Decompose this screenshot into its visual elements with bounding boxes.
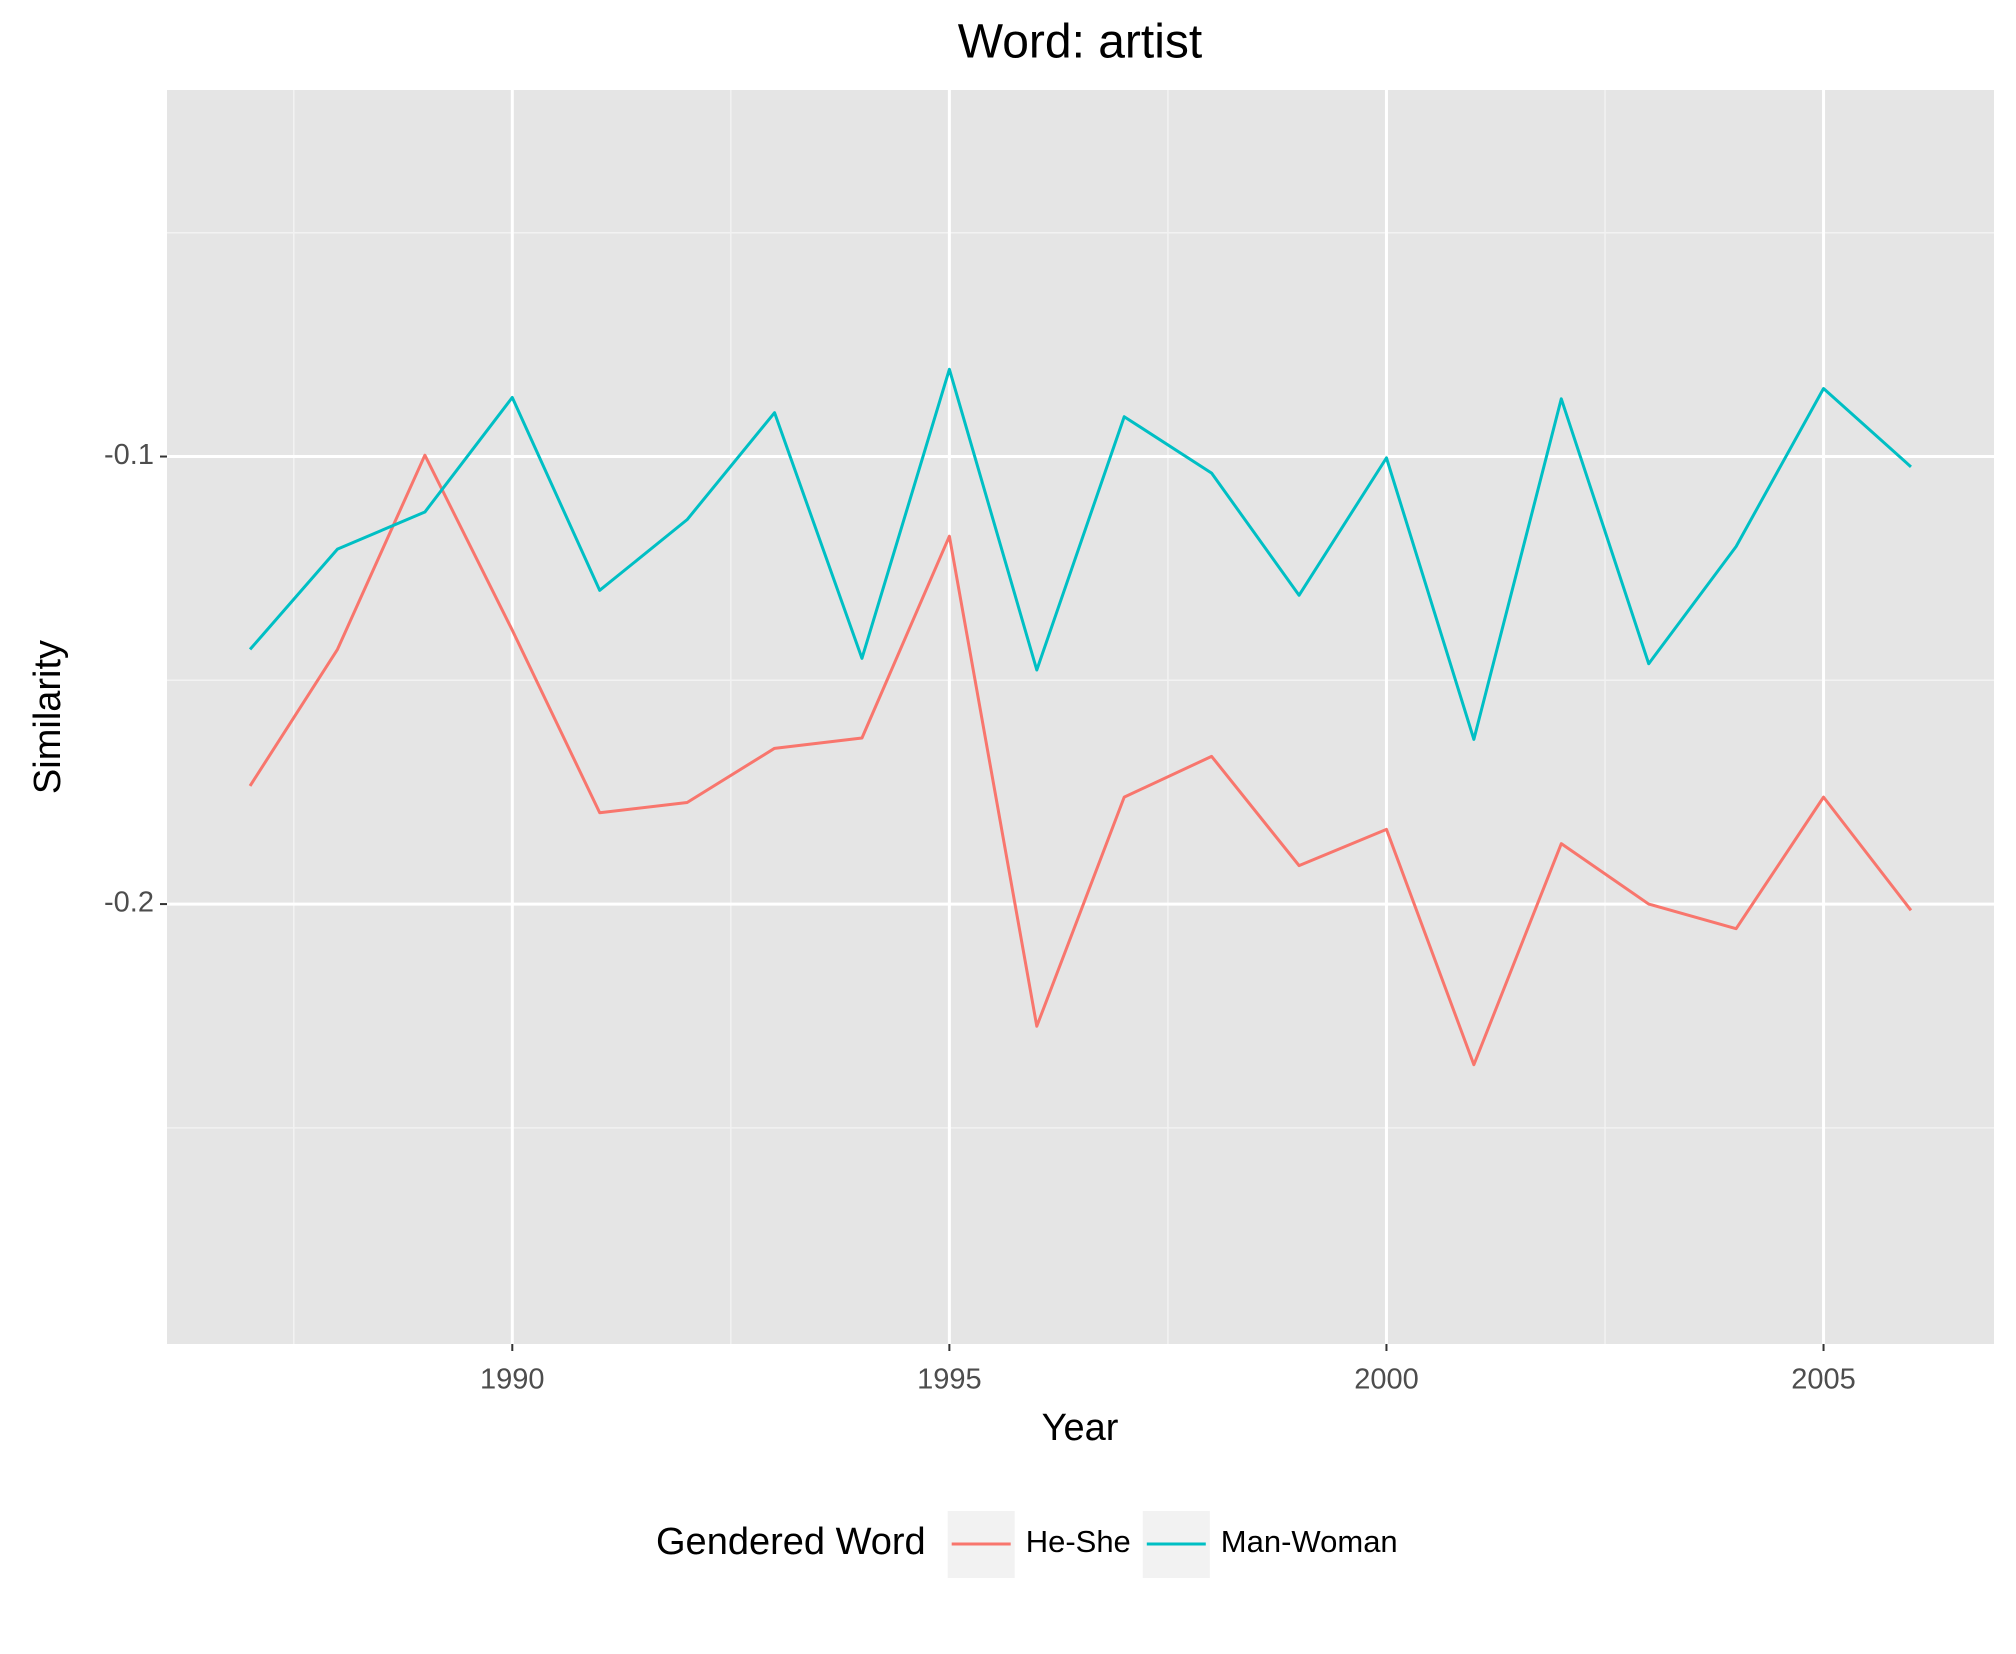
- series-line: [248, 367, 1912, 741]
- y-axis-title: Similarity: [27, 640, 69, 794]
- legend-label: Man-Woman: [1221, 1524, 1398, 1559]
- x-axis-title: Year: [1042, 1407, 1119, 1449]
- legend-label: He-She: [1026, 1524, 1131, 1559]
- y-tick-label: -0.1: [104, 439, 154, 471]
- series-line: [248, 453, 1913, 1067]
- x-tick-label: 1995: [917, 1364, 982, 1396]
- x-tick-label: 2000: [1354, 1364, 1419, 1396]
- plot-panel: [167, 90, 1994, 1344]
- x-tick-label: 2005: [1791, 1364, 1856, 1396]
- y-tick-label: -0.2: [104, 887, 154, 919]
- legend-title: Gendered Word: [656, 1521, 926, 1563]
- chart-title: Word: artist: [958, 16, 1203, 69]
- x-tick-label: 1990: [480, 1364, 545, 1396]
